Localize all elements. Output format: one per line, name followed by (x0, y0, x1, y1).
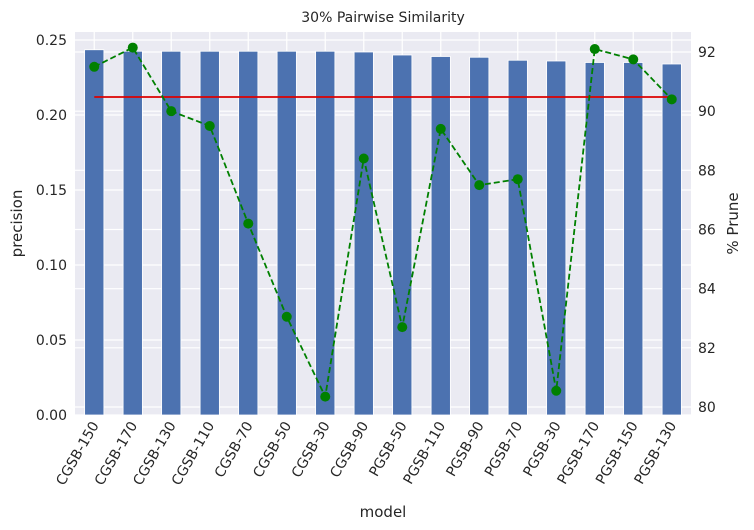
prune-point (89, 61, 100, 72)
x-tick-label: PGSB-30 (521, 419, 565, 480)
y2-tick-label: 84 (698, 282, 716, 298)
x-tick-label: PGSB-70 (482, 419, 526, 480)
y-tick-label: 0.00 (36, 408, 67, 424)
y-tick-label: 0.25 (36, 33, 67, 49)
y2-tick-label: 82 (698, 341, 716, 357)
y-tick-label: 0.15 (36, 183, 67, 199)
prune-point (551, 385, 562, 396)
right-axis-ticks: 80 82 84 86 88 90 92 (698, 45, 716, 416)
bar (623, 62, 644, 416)
bar (276, 50, 297, 416)
y2-tick-label: 86 (698, 223, 716, 239)
y2-tick-label: 80 (698, 400, 716, 416)
bar (238, 50, 259, 416)
prune-point (474, 180, 485, 191)
bar (315, 50, 336, 416)
y2-tick-label: 90 (698, 104, 716, 120)
prune-point (397, 322, 408, 333)
y-tick-label: 0.05 (36, 333, 67, 349)
prune-series (89, 42, 677, 402)
bar (84, 49, 105, 416)
x-tick-label: PGSB-50 (367, 419, 411, 480)
prune-point (281, 311, 292, 322)
y-tick-label: 0.20 (36, 108, 67, 124)
prune-point (435, 123, 446, 134)
chart-title: 30% Pairwise Similarity (301, 10, 465, 26)
bar (392, 54, 413, 416)
prune-point (204, 120, 215, 131)
y2-tick-label: 88 (698, 163, 716, 179)
bar (430, 56, 451, 416)
bar (546, 60, 567, 416)
prune-line (93, 46, 673, 400)
y-axis-label: precision (8, 190, 26, 258)
left-axis-ticks: 0.00 0.05 0.10 0.15 0.20 0.25 (36, 33, 67, 424)
bar (661, 63, 682, 416)
bar (161, 50, 182, 416)
bar (122, 50, 143, 416)
bar (199, 50, 220, 416)
bar (584, 62, 605, 416)
prune-point (512, 174, 523, 185)
prune-point (166, 106, 177, 117)
bar (469, 56, 490, 416)
prune-point (127, 42, 138, 53)
bar (507, 59, 528, 416)
x-tick-label: PGSB-90 (444, 419, 488, 480)
prune-point (358, 153, 369, 164)
prune-point (320, 391, 331, 402)
bar-series (84, 49, 682, 416)
y2-tick-label: 92 (698, 45, 716, 61)
y2-axis-label: % Prune (724, 192, 742, 254)
prune-point (666, 94, 677, 105)
bar (353, 51, 374, 416)
prune-point (243, 218, 254, 229)
prune-point (628, 54, 639, 65)
x-axis-label: model (360, 503, 407, 521)
y-tick-label: 0.10 (36, 258, 67, 274)
prune-point (589, 44, 600, 55)
x-axis-ticks: CGSB-150CGSB-170CGSB-130CGSB-110CGSB-70C… (53, 419, 680, 488)
